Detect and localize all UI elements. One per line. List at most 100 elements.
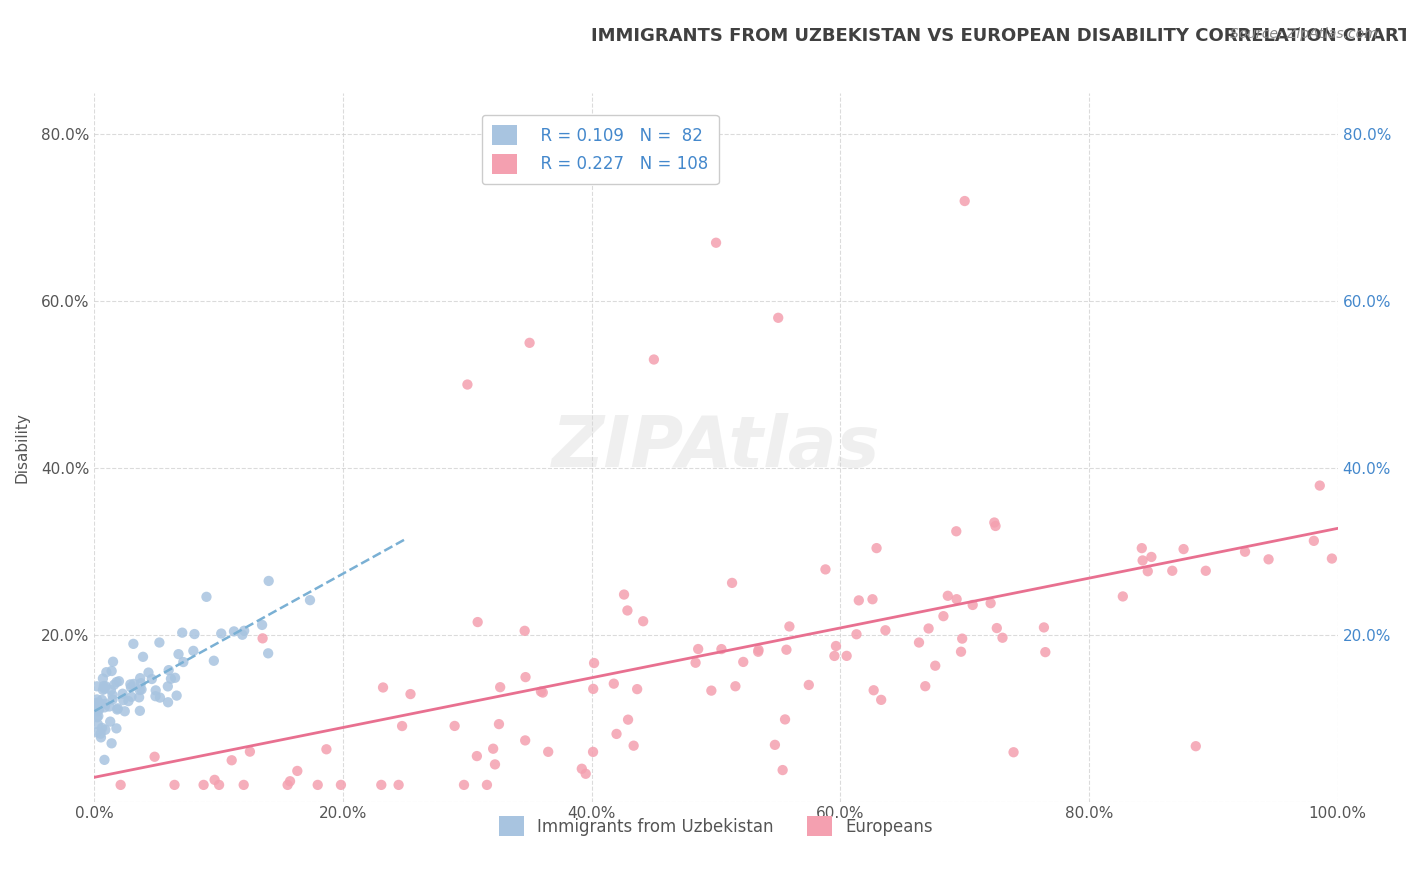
Europeans [110, 778, 132, 792]
Europeans [1140, 549, 1163, 564]
Europeans [945, 592, 967, 607]
Immigrants from Uzbekistan [117, 694, 139, 708]
Immigrants from Uzbekistan [90, 731, 112, 745]
Europeans [721, 575, 744, 590]
Europeans [204, 772, 226, 787]
Europeans [399, 687, 422, 701]
Immigrants from Uzbekistan [257, 646, 280, 660]
Immigrants from Uzbekistan [101, 655, 124, 669]
Europeans [1257, 552, 1279, 566]
Europeans [950, 645, 973, 659]
Immigrants from Uzbekistan [222, 624, 245, 639]
Text: IMMIGRANTS FROM UZBEKISTAN VS EUROPEAN DISABILITY CORRELATION CHART: IMMIGRANTS FROM UZBEKISTAN VS EUROPEAN D… [591, 27, 1406, 45]
Europeans [143, 749, 166, 764]
Immigrants from Uzbekistan [231, 628, 253, 642]
Europeans [932, 609, 955, 624]
Europeans [848, 593, 870, 607]
Europeans [631, 614, 654, 628]
Immigrants from Uzbekistan [101, 688, 124, 702]
Immigrants from Uzbekistan [298, 593, 321, 607]
Point [519, 335, 541, 350]
Immigrants from Uzbekistan [166, 689, 188, 703]
Immigrants from Uzbekistan [105, 722, 128, 736]
Europeans [962, 598, 984, 612]
Immigrants from Uzbekistan [98, 699, 121, 714]
Immigrants from Uzbekistan [128, 690, 150, 705]
Immigrants from Uzbekistan [202, 654, 225, 668]
Europeans [747, 643, 769, 657]
Europeans [484, 757, 506, 772]
Immigrants from Uzbekistan [129, 676, 152, 690]
Immigrants from Uzbekistan [148, 635, 170, 649]
Europeans [823, 648, 845, 663]
Immigrants from Uzbekistan [122, 637, 145, 651]
Europeans [221, 753, 243, 767]
Immigrants from Uzbekistan [209, 626, 232, 640]
Europeans [936, 589, 959, 603]
Point [456, 377, 478, 392]
Immigrants from Uzbekistan [86, 725, 108, 739]
Europeans [980, 596, 1002, 610]
Immigrants from Uzbekistan [100, 664, 122, 678]
Europeans [862, 683, 884, 698]
Immigrants from Uzbekistan [91, 672, 114, 686]
Europeans [513, 624, 536, 638]
Immigrants from Uzbekistan [157, 695, 180, 709]
Europeans [278, 774, 301, 789]
Point [953, 194, 976, 208]
Europeans [232, 778, 254, 792]
Immigrants from Uzbekistan [86, 704, 108, 718]
Europeans [1161, 564, 1184, 578]
Immigrants from Uzbekistan [86, 710, 108, 724]
Immigrants from Uzbekistan [91, 693, 114, 707]
Europeans [163, 778, 186, 792]
Europeans [1195, 564, 1218, 578]
Europeans [1173, 542, 1195, 557]
Immigrants from Uzbekistan [94, 679, 117, 693]
Europeans [865, 541, 887, 555]
Europeans [924, 658, 946, 673]
Europeans [277, 778, 299, 792]
Europeans [1309, 478, 1331, 492]
Immigrants from Uzbekistan [120, 680, 142, 694]
Europeans [285, 764, 308, 778]
Immigrants from Uzbekistan [98, 714, 121, 729]
Y-axis label: Disability: Disability [15, 411, 30, 483]
Immigrants from Uzbekistan [120, 677, 142, 691]
Immigrants from Uzbekistan [93, 700, 115, 714]
Immigrants from Uzbekistan [122, 677, 145, 691]
Europeans [391, 719, 413, 733]
Immigrants from Uzbekistan [160, 672, 183, 686]
Legend: Immigrants from Uzbekistan, Europeans: Immigrants from Uzbekistan, Europeans [492, 809, 939, 843]
Europeans [688, 642, 710, 657]
Europeans [772, 763, 794, 777]
Immigrants from Uzbekistan [183, 644, 205, 658]
Immigrants from Uzbekistan [128, 704, 150, 718]
Immigrants from Uzbekistan [87, 700, 110, 714]
Immigrants from Uzbekistan [87, 709, 110, 723]
Immigrants from Uzbekistan [105, 702, 128, 716]
Immigrants from Uzbekistan [101, 692, 124, 706]
Europeans [870, 693, 893, 707]
Europeans [1184, 739, 1206, 754]
Europeans [724, 679, 747, 693]
Europeans [763, 738, 786, 752]
Europeans [984, 519, 1007, 533]
Europeans [616, 603, 638, 617]
Europeans [845, 627, 868, 641]
Immigrants from Uzbekistan [129, 671, 152, 685]
Europeans [1234, 545, 1257, 559]
Immigrants from Uzbekistan [172, 655, 194, 669]
Immigrants from Uzbekistan [141, 672, 163, 686]
Immigrants from Uzbekistan [131, 682, 153, 697]
Point [643, 352, 665, 367]
Europeans [515, 733, 537, 747]
Europeans [1320, 551, 1343, 566]
Europeans [1136, 564, 1159, 578]
Point [766, 310, 789, 325]
Europeans [370, 778, 392, 792]
Europeans [797, 678, 820, 692]
Europeans [908, 635, 931, 649]
Europeans [530, 684, 553, 698]
Immigrants from Uzbekistan [250, 618, 273, 632]
